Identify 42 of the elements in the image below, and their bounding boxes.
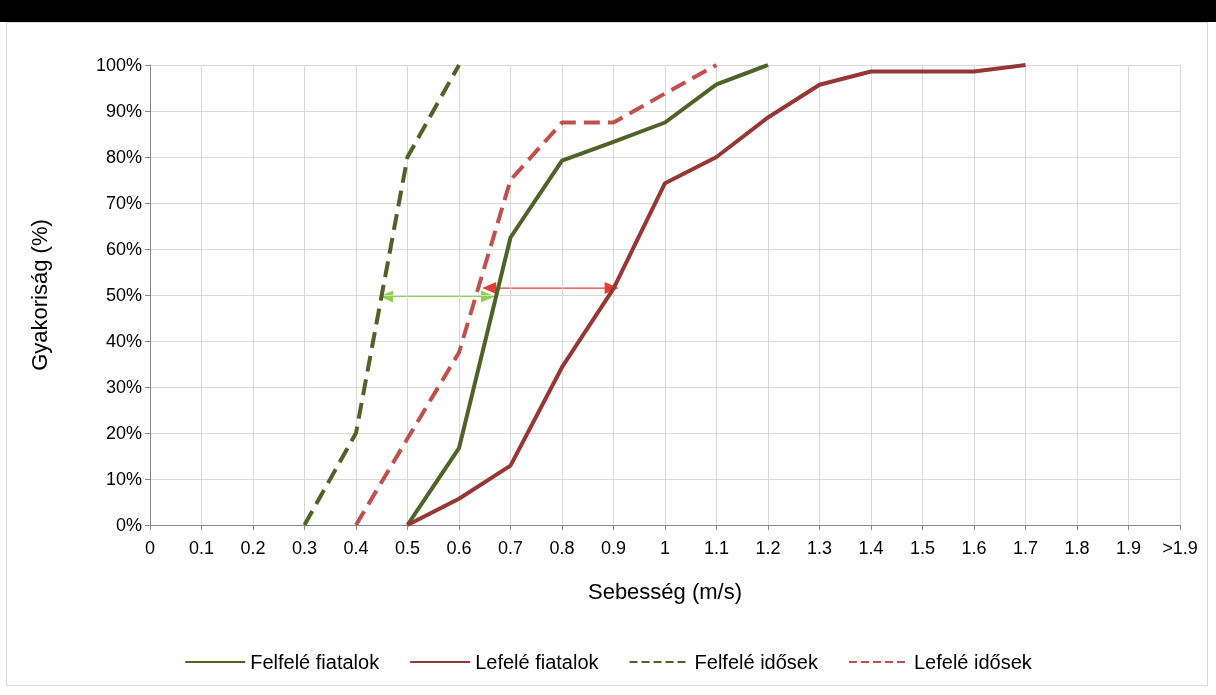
x-tick-label: 0.2 — [240, 538, 266, 558]
x-tick-label: 1.7 — [1012, 538, 1039, 558]
x-tick-label: 0.5 — [394, 538, 421, 558]
line-series — [405, 63, 1028, 527]
x-tick-label: 0.9 — [600, 538, 627, 558]
x-tick-label: 1.1 — [703, 538, 730, 558]
x-tick-label: 0.8 — [549, 538, 575, 558]
x-tick-label: 1.2 — [755, 538, 781, 558]
legend-label: Felfelé fiatalok — [250, 651, 381, 673]
x-tick-label: 1.5 — [909, 538, 936, 558]
y-tick-label: 10% — [105, 469, 142, 489]
x-tick-label: 0.6 — [446, 538, 472, 558]
y-tick-label: 60% — [105, 239, 142, 259]
x-tick-label: 0 — [144, 538, 156, 558]
y-tick-label: 100% — [95, 55, 142, 75]
y-tick-label: 40% — [105, 331, 142, 351]
legend-label: Lefelé fiatalok — [475, 651, 600, 673]
y-axis-title: Gyakoriság (%) — [26, 219, 52, 371]
x-tick-label: 1.4 — [858, 538, 884, 558]
x-tick-label: 0.4 — [343, 538, 369, 558]
y-tick-label: 30% — [105, 377, 142, 397]
x-tick-label: 1 — [659, 538, 671, 558]
line-series — [405, 63, 770, 527]
x-tick-label: 1.3 — [806, 538, 833, 558]
y-tick-label: 20% — [105, 423, 142, 443]
x-tick-label: 0.1 — [188, 538, 215, 558]
line-series — [302, 63, 461, 527]
y-tick-label: 70% — [105, 193, 142, 213]
legend-label: Lefelé idősek — [913, 651, 1033, 673]
y-tick-label: 80% — [105, 147, 142, 167]
line-series — [354, 63, 719, 527]
x-tick-label: >1.9 — [1162, 538, 1198, 558]
x-tick-label: 0.7 — [497, 538, 524, 558]
y-tick-label: 90% — [105, 101, 142, 121]
x-tick-label: 1.9 — [1115, 538, 1142, 558]
x-tick-label: 0.3 — [291, 538, 318, 558]
y-tick-label: 0% — [115, 515, 142, 535]
legend-label: Felfelé idősek — [694, 651, 819, 673]
x-tick-label: 1.6 — [961, 538, 987, 558]
x-tick-label: 1.8 — [1064, 538, 1090, 558]
x-axis-title: Sebesség (m/s) — [587, 578, 743, 604]
y-tick-label: 50% — [105, 285, 142, 305]
